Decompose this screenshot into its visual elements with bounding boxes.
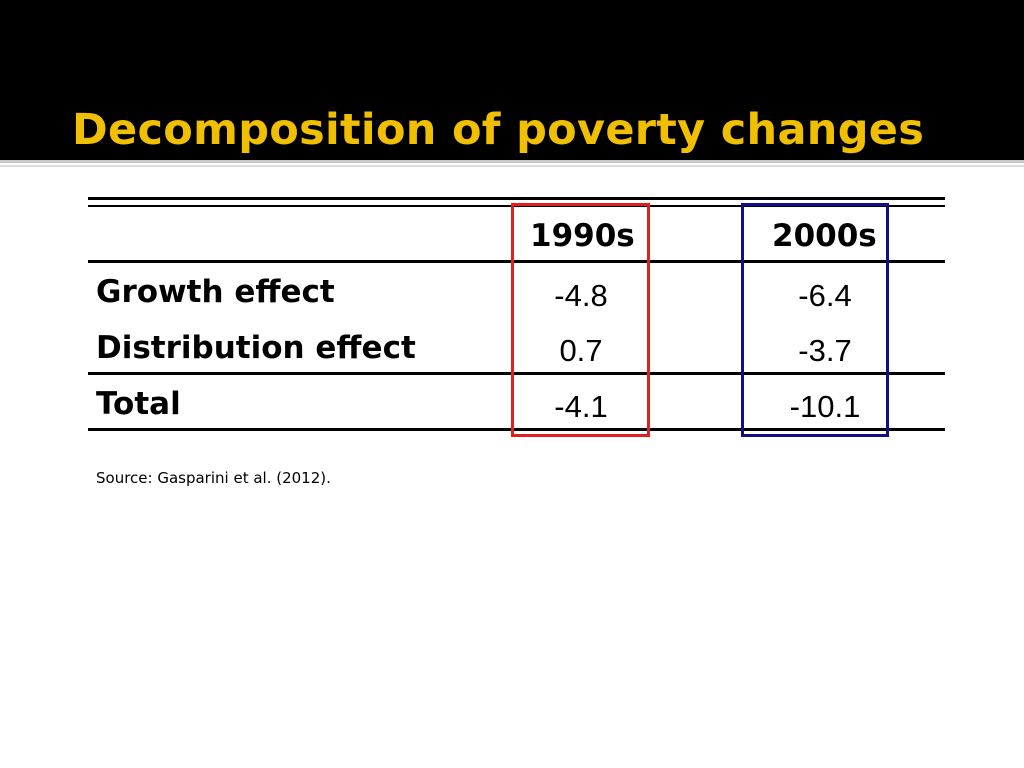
row-label-growth-effect: Growth effect	[96, 274, 335, 310]
cell-distribution-1990s: 0.7	[559, 333, 603, 368]
table-total-rule	[88, 372, 945, 375]
cell-distribution-2000s: -3.7	[798, 333, 852, 368]
title-bar	[0, 0, 1024, 160]
cell-total-2000s: -10.1	[789, 389, 861, 424]
row-label-total: Total	[96, 386, 181, 422]
highlight-box-1990s	[511, 203, 650, 437]
highlight-box-2000s	[741, 203, 889, 437]
slide-title: Decomposition of poverty changes	[72, 105, 925, 155]
table-top-rule	[88, 197, 945, 200]
cell-growth-2000s: -6.4	[798, 278, 852, 313]
column-header-2000s: 2000s	[772, 218, 877, 254]
row-label-distribution-effect: Distribution effect	[96, 330, 416, 366]
title-divider-secondary	[0, 165, 1024, 167]
column-header-1990s: 1990s	[530, 218, 635, 254]
table-top-rule-secondary	[88, 205, 945, 207]
cell-total-1990s: -4.1	[554, 389, 608, 424]
table-bottom-rule	[88, 428, 945, 431]
title-divider	[0, 160, 1024, 163]
source-note: Source: Gasparini et al. (2012).	[96, 469, 331, 487]
table-header-rule	[88, 260, 945, 263]
cell-growth-1990s: -4.8	[554, 278, 608, 313]
